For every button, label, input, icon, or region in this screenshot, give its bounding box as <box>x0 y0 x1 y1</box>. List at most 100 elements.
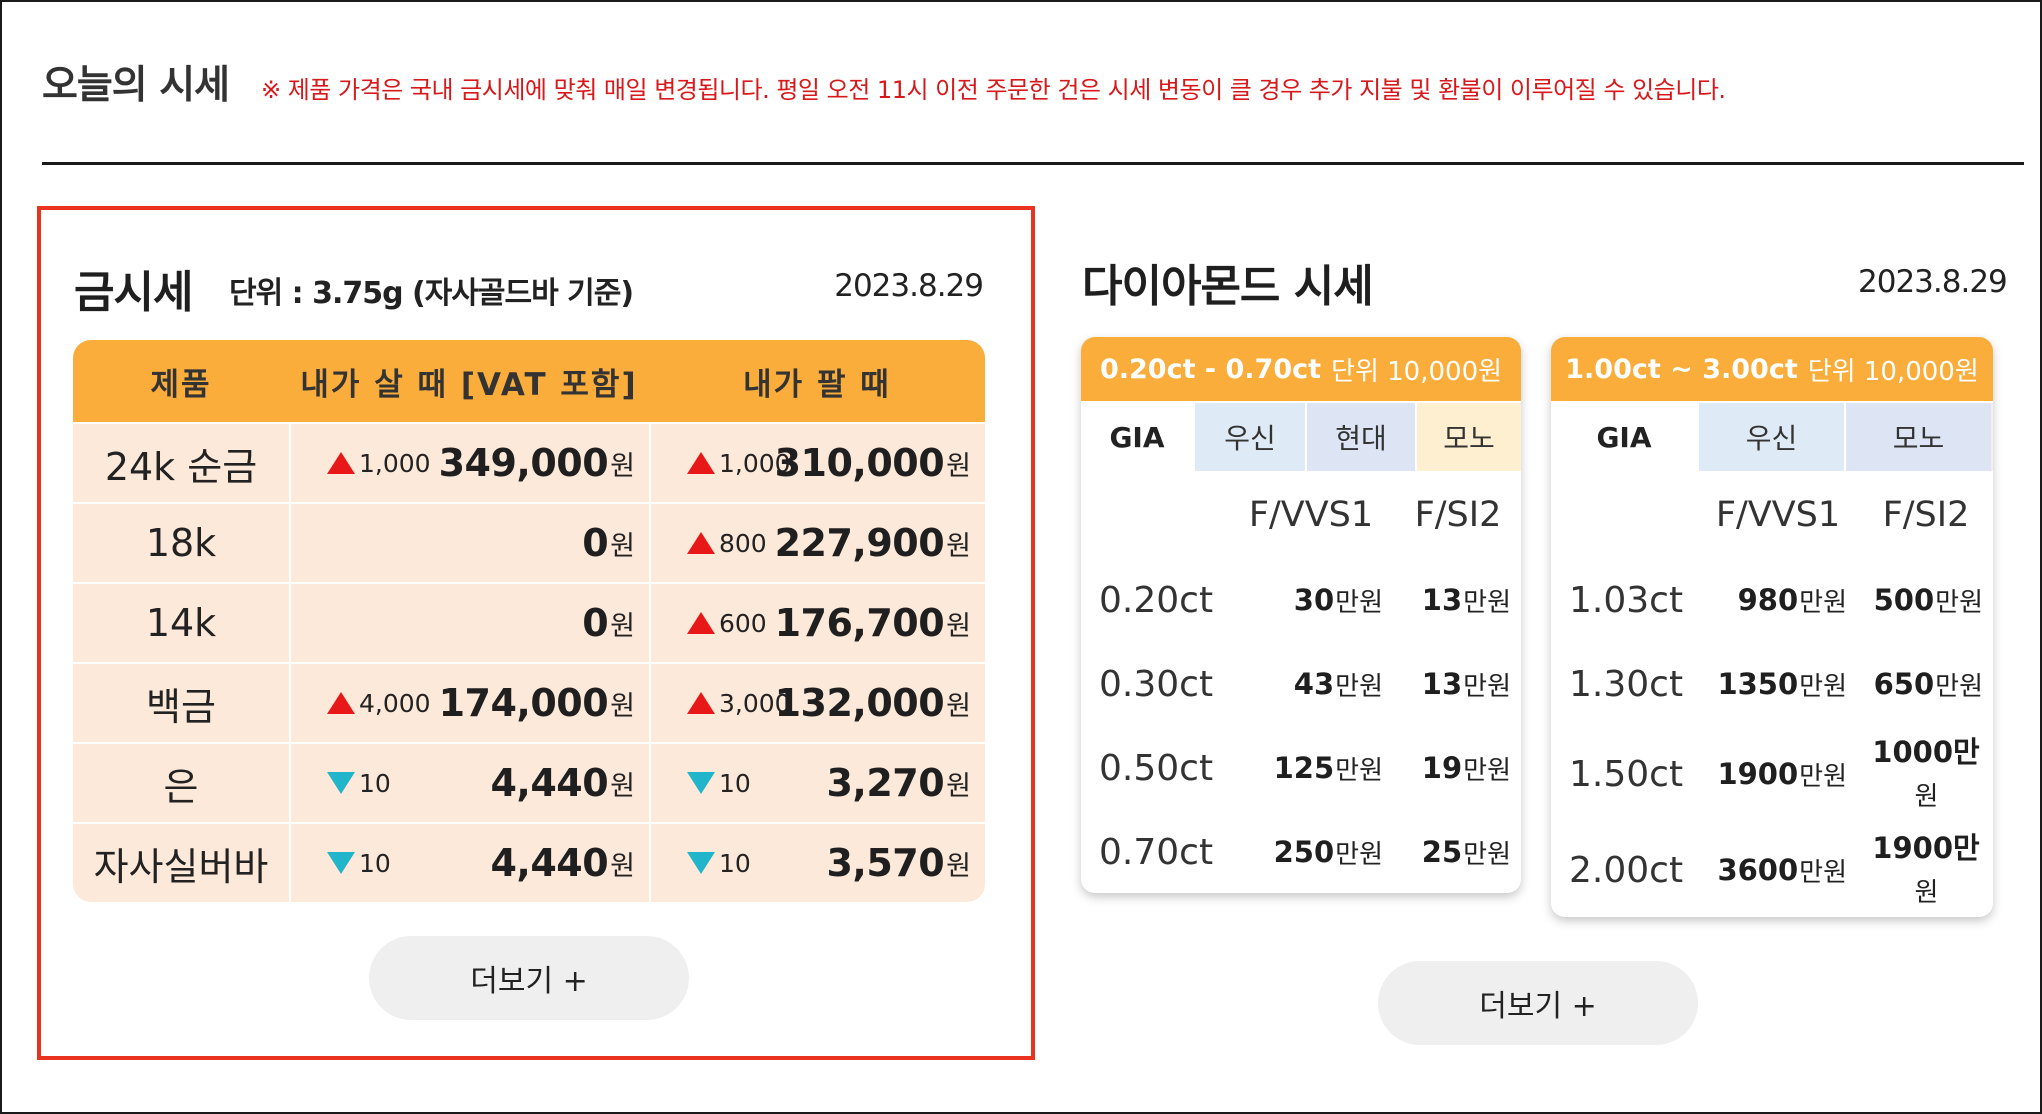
change-amount: 1,000 <box>359 448 431 478</box>
currency-unit: 원 <box>610 770 635 802</box>
vvs1-price: 250 만원 <box>1227 811 1393 893</box>
carat-value: 1.50ct <box>1569 753 1684 795</box>
grading-label: 모노 <box>1415 403 1521 471</box>
column-header-sell: 내가 팔 때 <box>743 366 891 403</box>
table-row: 2.00ct 3600 만원 1900만 원 <box>1551 821 1993 917</box>
grading-label: 우신 <box>1697 403 1844 471</box>
currency-unit: 만원 <box>1799 671 1847 702</box>
buy-price-cell: 4,000 174,000 원 <box>289 664 649 742</box>
vvs1-price: 30 만원 <box>1227 559 1393 641</box>
currency-unit: 만원 <box>1799 857 1847 888</box>
diamond-more-button[interactable]: 더보기 + <box>1378 961 1698 1045</box>
vvs1-price: 3600 만원 <box>1697 823 1857 917</box>
currency-unit: 만원 <box>1463 587 1511 618</box>
gold-title: 금시세 <box>74 267 193 318</box>
buy-price-cell: 1,000 349,000 원 <box>289 424 649 502</box>
table-row: 백금 4,000 174,000 원 3,000 132,000 원 <box>73 662 985 742</box>
currency-unit: 만원 <box>1463 671 1511 702</box>
price-value: 0 <box>582 521 609 565</box>
table-row: 18k 0 원 800 227,900 원 <box>73 502 985 582</box>
price-value: 1900만 <box>1872 830 1980 865</box>
grade-label: F/VVS1 <box>1227 473 1393 557</box>
header-divider <box>42 162 2024 165</box>
product-name: 14k <box>145 601 217 645</box>
currency-unit: 만원 <box>1335 671 1383 702</box>
table-row: 1.30ct 1350 만원 650 만원 <box>1551 641 1993 725</box>
price-value: 980 <box>1737 583 1799 617</box>
carat-value: 1.03ct <box>1569 579 1684 621</box>
currency-unit: 원 <box>610 690 635 722</box>
buy-change: 10 <box>327 824 391 902</box>
change-amount: 10 <box>719 768 751 798</box>
down-arrow-icon <box>327 852 355 874</box>
currency-unit: 원 <box>610 610 635 642</box>
sell-price: 3,270 원 <box>826 744 971 822</box>
down-arrow-icon <box>687 772 715 794</box>
currency-unit: 원 <box>1914 877 1939 908</box>
sell-change: 10 <box>687 824 751 902</box>
sell-price: 132,000 원 <box>775 664 971 742</box>
currency-unit: 원 <box>946 770 971 802</box>
vvs1-price: 125 만원 <box>1227 727 1393 809</box>
grade-label: F/VVS1 <box>1697 473 1857 557</box>
grading-label: GIA <box>1551 403 1697 471</box>
price-value: 349,000 <box>438 441 609 485</box>
diamond-card-large: 1.00ct ~ 3.00ct 단위 10,000원 GIA 우신 모노 F/VVS1 F/… <box>1551 337 1993 917</box>
table-row: 0.30ct 43 만원 13 만원 <box>1081 641 1521 725</box>
buy-price-cell: 10 4,440 원 <box>289 824 649 902</box>
grade-header-blank <box>1551 473 1697 557</box>
sell-price-cell: 10 3,570 원 <box>649 824 985 902</box>
grade-label: F/SI2 <box>1393 473 1521 557</box>
sell-price: 310,000 원 <box>775 424 971 502</box>
grade-header-blank <box>1081 473 1227 557</box>
buy-price: 349,000 원 <box>439 424 635 502</box>
sell-change: 600 <box>687 584 767 662</box>
change-amount: 1,000 <box>719 448 791 478</box>
product-name: 은 <box>163 764 199 809</box>
grading-labels-row: GIA 우신 현대 모노 <box>1081 401 1521 471</box>
page-header: 오늘의 시세 ※ 제품 가격은 국내 금시세에 맞춰 매일 변경됩니다. 평일 … <box>42 54 1726 110</box>
sell-change: 1,000 <box>687 424 791 502</box>
product-name: 백금 <box>146 684 216 729</box>
currency-unit: 만원 <box>1799 587 1847 618</box>
currency-unit: 만원 <box>1935 671 1983 702</box>
currency-unit: 원 <box>610 850 635 882</box>
gold-price-table: 제품 내가 살 때 [VAT 포함] 내가 팔 때 24k 순금 1,000 349… <box>73 340 985 902</box>
sell-price: 227,900 원 <box>775 504 971 582</box>
vvs1-price: 980 만원 <box>1697 559 1857 641</box>
change-amount: 800 <box>719 528 767 558</box>
table-row: 1.50ct 1900 만원 1000만 원 <box>1551 725 1993 821</box>
currency-unit: 만원 <box>1799 761 1847 792</box>
page-title: 오늘의 시세 <box>42 63 230 108</box>
price-value: 0 <box>582 601 609 645</box>
price-value: 25 <box>1421 835 1463 869</box>
price-value: 227,900 <box>774 521 945 565</box>
gold-more-button[interactable]: 더보기 + <box>369 936 689 1020</box>
si2-price: 1000만 원 <box>1857 727 1993 821</box>
product-name: 24k 순금 <box>104 444 258 489</box>
gold-price-panel: 금시세 단위 : 3.75g (자사골드바 기준) 2023.8.29 제품 내… <box>37 206 1035 1060</box>
grading-label: 모노 <box>1844 403 1991 471</box>
buy-price: 174,000 원 <box>439 664 635 742</box>
diamond-card-small: 0.20ct - 0.70ct 단위 10,000원 GIA 우신 현대 모노 F/VVS1… <box>1081 337 1521 893</box>
si2-price: 13 만원 <box>1393 559 1521 641</box>
change-amount: 10 <box>719 848 751 878</box>
buy-change: 4,000 <box>327 664 431 742</box>
currency-unit: 원 <box>1914 781 1939 812</box>
currency-unit: 원 <box>946 610 971 642</box>
currency-unit: 만원 <box>1463 839 1511 870</box>
carat-value: 0.70ct <box>1099 831 1214 873</box>
currency-unit: 원 <box>946 850 971 882</box>
grade-label: F/SI2 <box>1857 473 1993 557</box>
table-row: 0.50ct 125 만원 19 만원 <box>1081 725 1521 809</box>
carat-range: 0.20ct - 0.70ct <box>1099 353 1322 385</box>
sell-change: 800 <box>687 504 767 582</box>
sell-price: 176,700 원 <box>775 584 971 662</box>
carat-range: 1.00ct ~ 3.00ct <box>1565 353 1798 385</box>
vvs1-price: 1350 만원 <box>1697 643 1857 725</box>
carat-value: 1.30ct <box>1569 663 1684 705</box>
